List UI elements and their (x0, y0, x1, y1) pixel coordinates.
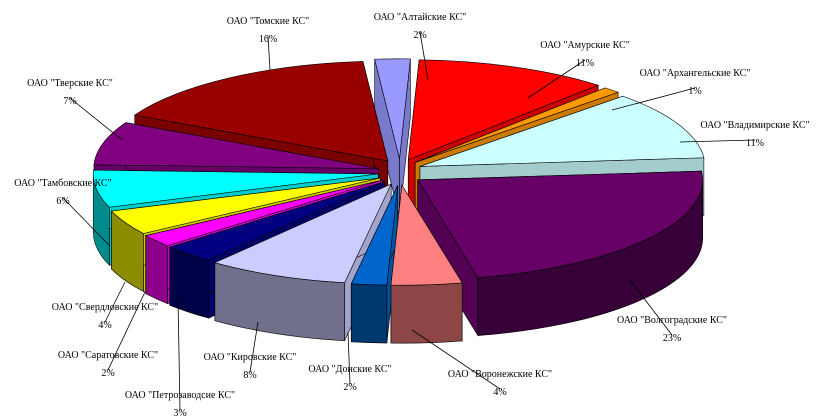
leader-line (419, 31, 429, 81)
slice-name-label: ОАО "Томские КС" (227, 16, 310, 27)
leader-line (69, 97, 123, 141)
pie-slice-top (110, 177, 381, 234)
slice-value-label: 16% (259, 34, 277, 45)
slice-name-label: ОАО "Алтайские КС" (374, 12, 467, 23)
slice-name-label: ОАО "Волгоградские КС" (617, 315, 727, 326)
pie-slices (92, 58, 705, 344)
leader-line (177, 297, 181, 411)
leader-line (62, 197, 111, 247)
slice-name-label: ОАО "Свердловские КС" (52, 302, 158, 313)
slice-name-label: ОАО "Тамбовские КС" (14, 178, 111, 189)
leader-line (104, 281, 126, 323)
leader-lines (62, 31, 756, 411)
slice-value-label: 11% (746, 138, 764, 149)
pie-slice-top (92, 169, 379, 208)
slice-value-label: 11% (576, 58, 594, 69)
pie-slice-0 (374, 58, 411, 217)
pie-slice-top (93, 122, 379, 169)
pie-slice-6 (350, 185, 399, 344)
pie-slice-top (415, 87, 620, 163)
pie-slice-side (350, 283, 388, 344)
pie-slice-top (350, 185, 399, 286)
slice-value-label: 2% (343, 382, 356, 393)
pie-slice-top (390, 184, 463, 286)
leader-line (679, 139, 756, 143)
pie-slice-top (133, 61, 389, 162)
pie-slice-5 (390, 184, 463, 344)
slice-value-label: 4% (493, 387, 506, 398)
slice-value-label: 3% (173, 408, 186, 418)
slice-value-label: 4% (98, 320, 111, 331)
slice-name-label: ОАО "Воронежские КС" (448, 369, 552, 380)
slice-name-label: ОАО "Амурские КС" (540, 40, 630, 51)
pie-slice-top (407, 59, 600, 161)
slice-name-label: ОАО "Кировские КС" (204, 352, 297, 363)
pie-slice-side (390, 282, 463, 344)
leader-line (629, 279, 673, 336)
pie-slice-4 (417, 170, 704, 337)
slice-name-label: ОАО "Архангельские КС" (640, 68, 751, 79)
slice-name-label: ОАО "Владимирские КС" (700, 120, 809, 131)
leader-line (611, 87, 696, 111)
slice-value-label: 2% (101, 368, 114, 379)
leader-line (107, 291, 146, 371)
pie-slice-top (168, 181, 385, 261)
slice-value-label: 23% (663, 333, 681, 344)
leader-line (267, 35, 271, 71)
pie-slice-top (144, 179, 383, 246)
slice-name-label: ОАО "Саратовские КС" (58, 350, 158, 361)
leader-line (527, 59, 586, 99)
leader-line (347, 331, 351, 385)
slice-name-label: ОАО "Петрозаводсие КС" (125, 390, 235, 401)
slice-value-label: 1% (688, 86, 701, 97)
slice-value-label: 8% (243, 370, 256, 381)
pie-slice-side (145, 235, 168, 305)
pie-slice-top (417, 170, 703, 278)
slice-value-label: 7% (63, 96, 76, 107)
slice-labels: ОАО "Алтайские КС" 2% ОАО "Амурские КС" 11%… (14, 12, 809, 418)
leader-line (411, 329, 501, 390)
pie-slice-top (213, 183, 392, 284)
slice-value-label: 6% (56, 196, 69, 207)
slice-value-label: 2% (413, 30, 426, 41)
leader-line (249, 321, 259, 373)
pie-slice-top (374, 58, 411, 159)
slice-name-label: ОАО "Донские КС" (308, 364, 391, 375)
pie-slice-top (419, 95, 705, 167)
slice-name-label: ОАО "Тверские КС" (27, 78, 113, 89)
